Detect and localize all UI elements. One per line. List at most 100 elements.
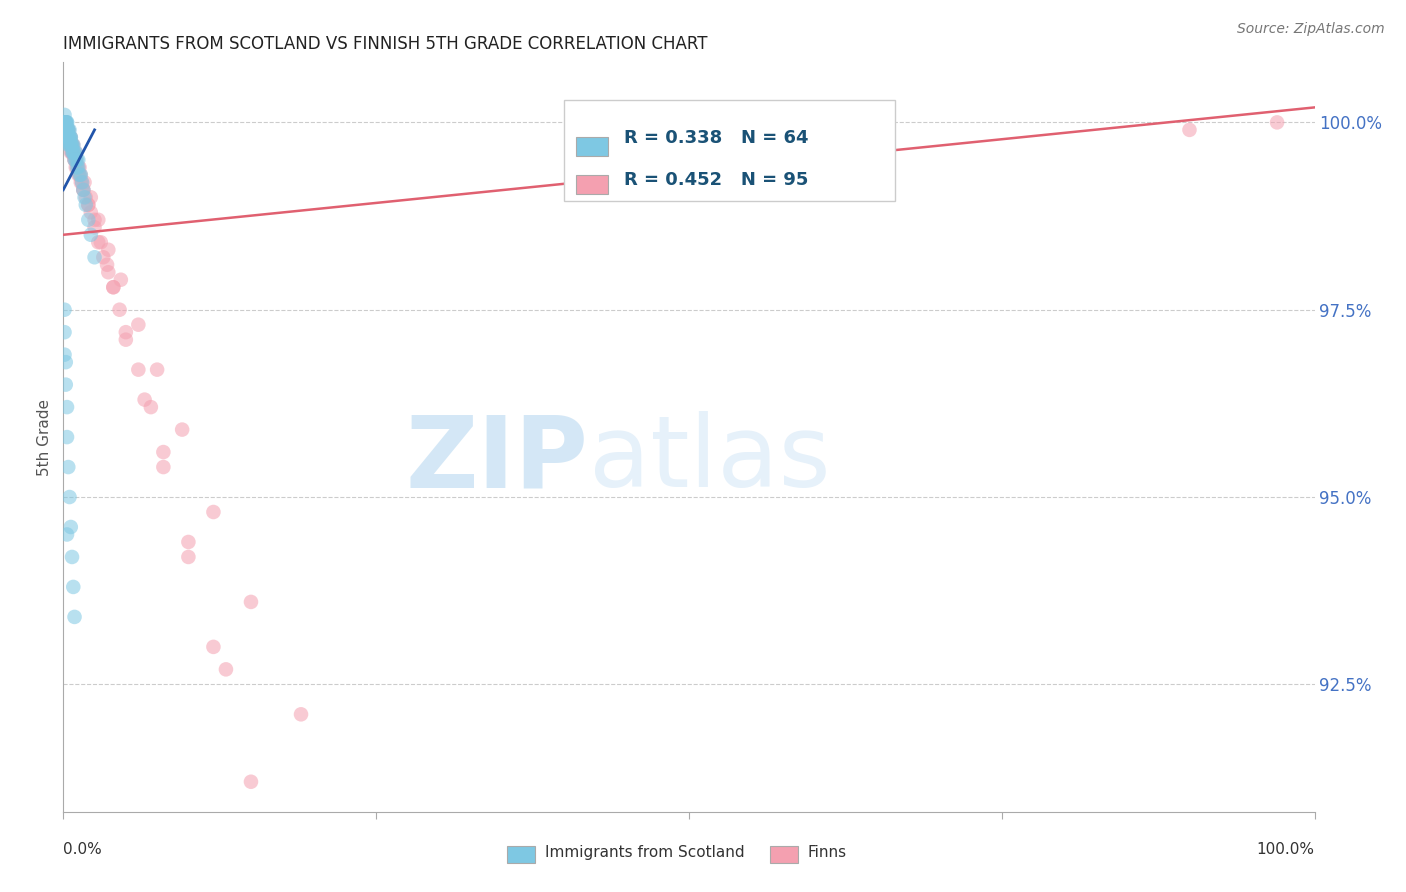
Point: [67, 168, 90, 182]
Point: [55, 123, 77, 137]
Point: [66, 161, 89, 175]
Point: [59, 520, 82, 534]
Point: [353, 842, 375, 856]
Point: [62, 145, 84, 160]
Point: [58, 123, 80, 137]
Point: [55, 377, 77, 392]
Point: [63, 153, 86, 167]
Point: [139, 400, 162, 414]
Point: [58, 137, 80, 152]
Point: [80, 190, 103, 204]
Point: [177, 535, 200, 549]
Point: [58, 490, 80, 504]
Point: [65, 153, 87, 167]
Point: [58, 130, 80, 145]
Text: 100.0%: 100.0%: [1257, 842, 1315, 856]
Point: [65, 161, 87, 175]
Point: [67, 161, 90, 175]
Text: ZIP: ZIP: [406, 411, 589, 508]
Point: [96, 258, 118, 272]
Point: [56, 115, 79, 129]
Point: [69, 168, 91, 182]
Point: [83, 220, 105, 235]
FancyBboxPatch shape: [576, 175, 607, 194]
Point: [58, 123, 80, 137]
Point: [58, 130, 80, 145]
Point: [56, 123, 79, 137]
Point: [56, 130, 79, 145]
Point: [77, 212, 100, 227]
Point: [59, 145, 82, 160]
Text: 0.0%: 0.0%: [63, 842, 103, 856]
Point: [60, 145, 83, 160]
Point: [65, 145, 87, 160]
Point: [63, 153, 86, 167]
Point: [239, 774, 263, 789]
Point: [62, 145, 84, 160]
Point: [53, 325, 76, 339]
Point: [1265, 115, 1288, 129]
Point: [58, 137, 80, 152]
Point: [83, 212, 105, 227]
Point: [63, 145, 86, 160]
Point: [58, 130, 80, 145]
Point: [56, 123, 79, 137]
Point: [72, 183, 94, 197]
Point: [66, 153, 89, 167]
Point: [53, 115, 76, 129]
Point: [59, 130, 82, 145]
Point: [70, 175, 93, 189]
Point: [58, 130, 80, 145]
Point: [59, 137, 82, 152]
Point: [56, 123, 79, 137]
Point: [108, 302, 131, 317]
Point: [55, 123, 77, 137]
Point: [152, 445, 174, 459]
Point: [55, 115, 77, 129]
Text: atlas: atlas: [589, 411, 831, 508]
Point: [56, 527, 79, 541]
Point: [73, 190, 96, 204]
Point: [59, 137, 82, 152]
Point: [77, 198, 100, 212]
Point: [80, 227, 103, 242]
FancyBboxPatch shape: [564, 100, 896, 201]
Point: [55, 115, 77, 129]
Point: [90, 235, 112, 250]
Point: [59, 137, 82, 152]
Point: [80, 205, 103, 219]
Point: [53, 302, 76, 317]
Point: [56, 123, 79, 137]
Point: [53, 348, 76, 362]
Point: [56, 123, 79, 137]
Point: [55, 355, 77, 369]
Point: [75, 198, 97, 212]
Point: [62, 580, 84, 594]
Point: [60, 137, 83, 152]
Point: [58, 137, 80, 152]
Point: [103, 280, 125, 294]
Point: [65, 153, 87, 167]
Point: [56, 400, 79, 414]
Point: [58, 130, 80, 145]
Point: [152, 460, 174, 475]
Point: [87, 212, 110, 227]
Point: [91, 250, 114, 264]
Point: [69, 168, 91, 182]
Point: [177, 549, 200, 564]
Point: [60, 137, 83, 152]
Point: [55, 123, 77, 137]
Text: IMMIGRANTS FROM SCOTLAND VS FINNISH 5TH GRADE CORRELATION CHART: IMMIGRANTS FROM SCOTLAND VS FINNISH 5TH …: [63, 35, 707, 53]
Point: [55, 115, 77, 129]
Point: [72, 183, 94, 197]
Point: [62, 145, 84, 160]
FancyBboxPatch shape: [508, 847, 536, 863]
Point: [97, 265, 120, 279]
Point: [58, 130, 80, 145]
Point: [62, 137, 84, 152]
Point: [65, 153, 87, 167]
Point: [58, 460, 80, 475]
Point: [69, 168, 91, 182]
Point: [56, 430, 79, 444]
Point: [63, 153, 86, 167]
